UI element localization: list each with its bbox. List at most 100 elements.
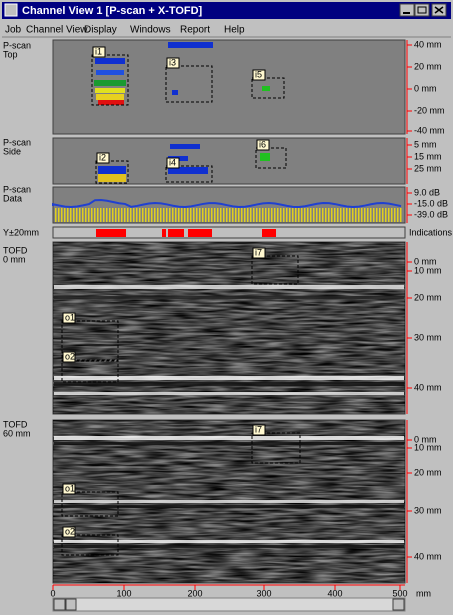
data-bar (286, 208, 288, 222)
x-unit: mm (416, 588, 431, 598)
window-title: Channel View 1 [P-scan + X-TOFD] (22, 5, 203, 17)
x-tick-label: 500 (392, 588, 407, 598)
data-bar (373, 208, 375, 222)
data-bar (259, 208, 261, 222)
data-bar (184, 208, 186, 222)
x-tick-label: 200 (187, 588, 202, 598)
data-bar (319, 208, 321, 222)
box-label: i7 (255, 247, 262, 257)
data-bar (268, 208, 270, 222)
data-bar (115, 208, 117, 222)
tick-label: 30 mm (414, 505, 442, 515)
scroll-right[interactable] (393, 599, 404, 610)
menu-item[interactable]: Report (180, 25, 210, 36)
tick-label: 10 mm (414, 442, 442, 452)
data-bar (160, 208, 162, 222)
scrollbar[interactable] (53, 598, 405, 611)
data-bar (151, 208, 153, 222)
data-bar (367, 208, 369, 222)
data-bar (256, 208, 258, 222)
data-bar (124, 208, 126, 222)
x-tick-label: 0 (50, 588, 55, 598)
data-bar (301, 208, 303, 222)
box-label: o1 (65, 312, 75, 322)
tick-label: 30 mm (414, 332, 442, 342)
data-bar (112, 208, 114, 222)
data-bar (250, 208, 252, 222)
maximize-button[interactable] (415, 4, 429, 16)
menu-item[interactable]: Display (84, 25, 117, 36)
menu-item[interactable]: Job (5, 25, 22, 36)
data-bar (196, 208, 198, 222)
data-bar (139, 208, 141, 222)
scroll-thumb[interactable] (66, 599, 76, 610)
data-bar (103, 208, 105, 222)
data-bar (61, 208, 63, 222)
data-bar (370, 208, 372, 222)
pscan-blob (96, 94, 124, 100)
pscan-blob (168, 42, 213, 48)
data-bar (121, 208, 123, 222)
pscan-blob (95, 58, 125, 64)
tick-label: 20 mm (414, 467, 442, 477)
tofd-band (54, 500, 404, 503)
data-bar (346, 208, 348, 222)
data-bar (91, 208, 93, 222)
data-bar (73, 208, 75, 222)
menu-item[interactable]: Help (224, 25, 245, 36)
data-bar (190, 208, 192, 222)
data-bar (244, 208, 246, 222)
data-bar (289, 208, 291, 222)
tofd-band (54, 442, 404, 445)
data-bar (133, 208, 135, 222)
data-bar (163, 208, 165, 222)
tick-label: 25 mm (414, 163, 442, 173)
data-bar (142, 208, 144, 222)
data-bar (193, 208, 195, 222)
tick-label: 0 mm (414, 83, 437, 93)
data-bar (322, 208, 324, 222)
pscan-blob (170, 144, 200, 149)
data-bar (277, 208, 279, 222)
data-bar (325, 208, 327, 222)
tick-label: 10 mm (414, 265, 442, 275)
panel-label: 0 mm (3, 254, 26, 264)
tofd-band (54, 285, 404, 289)
data-bar (358, 208, 360, 222)
data-bar (166, 208, 168, 222)
data-bar (385, 208, 387, 222)
data-bar (169, 208, 171, 222)
minimize-button[interactable] (400, 4, 414, 16)
panel-label: Data (3, 193, 22, 203)
data-bar (178, 208, 180, 222)
data-bar (376, 208, 378, 222)
tick-label: -20 mm (414, 105, 445, 115)
data-bar (355, 208, 357, 222)
tick-label: 15 mm (414, 151, 442, 161)
window-buttons[interactable] (400, 4, 446, 16)
data-bar (265, 208, 267, 222)
data-bar (202, 208, 204, 222)
data-bar (109, 208, 111, 222)
data-bar (304, 208, 306, 222)
data-bar (343, 208, 345, 222)
data-bar (253, 208, 255, 222)
data-bar (292, 208, 294, 222)
data-bar (313, 208, 315, 222)
data-bar (388, 208, 390, 222)
scroll-left[interactable] (54, 599, 65, 610)
data-bar (334, 208, 336, 222)
pscan-blob (260, 153, 270, 161)
menu-item[interactable]: Channel View (26, 25, 88, 36)
box-label: o2 (65, 526, 75, 536)
data-bar (100, 208, 102, 222)
data-bar (58, 208, 60, 222)
data-bar (295, 208, 297, 222)
app-window: Channel View 1 [P-scan + X-TOFD] Job Chan… (0, 0, 453, 615)
pscan-blob (98, 174, 126, 182)
panel-label: Top (3, 49, 18, 59)
data-bar (238, 208, 240, 222)
x-tick-label: 300 (256, 588, 271, 598)
data-bar (220, 208, 222, 222)
menu-item[interactable]: Windows (130, 25, 171, 36)
